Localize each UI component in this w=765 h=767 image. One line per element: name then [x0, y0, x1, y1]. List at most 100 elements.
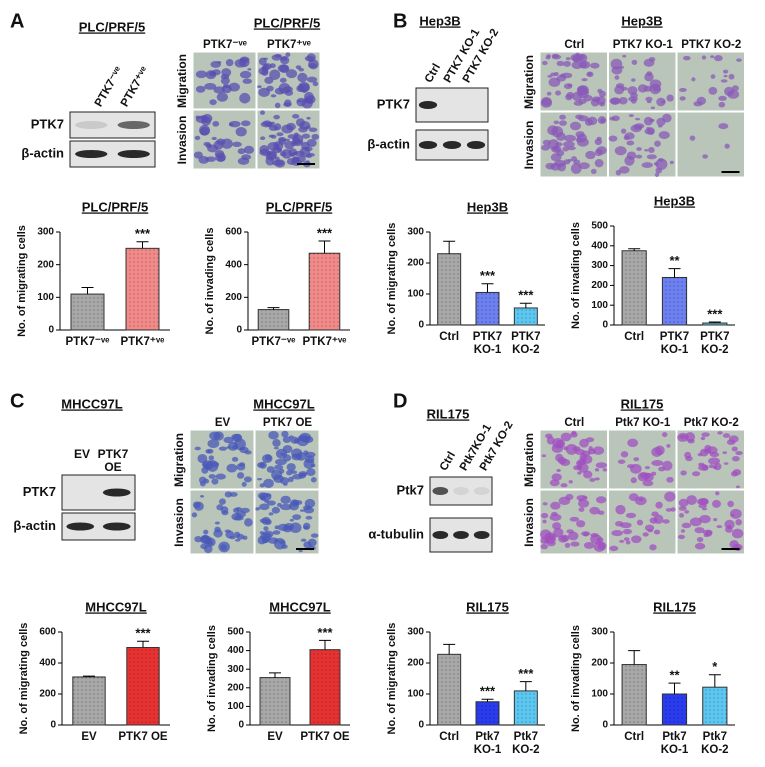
x-tick-label: PTK7 KO-1 [659, 331, 690, 356]
cell-blob [572, 91, 583, 102]
cell-blob [297, 72, 308, 83]
cell-blob [666, 476, 674, 483]
cell-blob [562, 141, 575, 148]
cell-blob [701, 507, 708, 511]
cell-blob [623, 537, 630, 541]
cell-blob [558, 496, 571, 506]
y-axis-label: No. of migrating cells [18, 623, 30, 735]
cell-blob [647, 529, 654, 533]
cell-blob [581, 78, 588, 82]
cell-blob [563, 446, 569, 451]
cell-blob [220, 76, 230, 85]
cell-blob [247, 68, 252, 71]
cell-blob [681, 522, 692, 529]
cell-blob [666, 94, 674, 102]
blot-band [432, 531, 449, 539]
cell-blob [550, 501, 561, 510]
cell-blob [653, 514, 664, 524]
x-tick-label: Ptk7 KO-2 [701, 731, 729, 756]
cell-blob [597, 88, 603, 94]
cell-blob [735, 485, 741, 489]
cell-blob [649, 544, 657, 551]
chart-title: Hep3B [654, 193, 695, 208]
cell-blob [622, 528, 632, 535]
y-tick-label: 0 [238, 720, 244, 731]
x-tick-label: PTK7⁻ᵛᵉ [251, 336, 296, 348]
cell-blob [583, 532, 589, 537]
cell-blob [569, 516, 580, 522]
cell-blob [679, 87, 687, 92]
y-tick-label: 600 [39, 627, 56, 638]
bar-texture [71, 294, 104, 330]
cell-blob [195, 85, 206, 93]
significance: ** [669, 253, 680, 268]
cell-blob [296, 452, 306, 461]
cell-blob [260, 110, 266, 115]
cell-blob [648, 146, 655, 153]
cell-blob [684, 451, 692, 459]
cell-blob [665, 508, 673, 512]
cell-blob [260, 136, 266, 141]
cell-blob [615, 504, 626, 515]
cell-blob [228, 82, 240, 92]
cell-blob [281, 430, 289, 438]
cell-blob [557, 162, 567, 172]
cell-blob [722, 451, 727, 455]
cell-blob [696, 498, 709, 506]
significance: *** [317, 625, 333, 640]
cell-blob [290, 499, 300, 507]
cell-blob [642, 480, 654, 487]
blot-band [418, 101, 438, 109]
error-bar [443, 643, 456, 655]
y-tick-label: 0 [602, 320, 608, 331]
cell-blob [686, 495, 697, 506]
cell-blob [294, 134, 299, 138]
cell-blob [241, 481, 247, 487]
cell-blob [633, 457, 640, 462]
cell-blob [556, 468, 561, 473]
error-bar [443, 240, 456, 254]
cell-blob [679, 96, 686, 101]
cell-blob [262, 539, 268, 544]
cell-blob [215, 152, 226, 162]
cell-blob [244, 518, 253, 527]
cell-blob [578, 499, 590, 508]
cell-blob [209, 99, 217, 106]
cell-blob [582, 496, 588, 499]
cell-blob [563, 60, 571, 67]
y-tick-label: 200 [227, 682, 244, 693]
cell-blob [292, 514, 302, 521]
cell-blob [551, 473, 562, 481]
blot-band [473, 531, 490, 539]
image-column-label: PTK7⁻ᵛᵉ [203, 39, 248, 51]
cell-blob [296, 97, 307, 107]
chart-title: Hep3B [467, 199, 508, 214]
blot-title: Hep3B [419, 13, 460, 28]
cell-blob [590, 168, 597, 175]
cell-blob [609, 116, 616, 121]
x-tick-label: Ptk7 KO-1 [660, 731, 689, 756]
significance: *** [518, 288, 534, 303]
micrograph [676, 111, 745, 178]
image-column-label: PTK7⁺ᵛᵉ [267, 39, 312, 51]
blot-band [75, 150, 108, 158]
y-tick-label: 100 [591, 300, 608, 311]
cell-blob [698, 464, 709, 471]
panel-letter: A [10, 10, 24, 32]
cell-blob [558, 120, 568, 126]
cell-blob [608, 135, 618, 142]
cell-blob [194, 135, 201, 141]
cell-blob [240, 120, 251, 127]
cell-blob [625, 540, 631, 545]
x-tick-label: Ctrl [439, 731, 460, 743]
cell-blob [590, 62, 600, 69]
cell-blob [233, 531, 241, 538]
cell-blob [298, 81, 310, 92]
cell-blob [546, 533, 555, 540]
cell-blob [222, 84, 230, 89]
blot-band [466, 141, 486, 149]
cell-blob [257, 477, 263, 481]
y-tick-label: 300 [407, 227, 424, 238]
